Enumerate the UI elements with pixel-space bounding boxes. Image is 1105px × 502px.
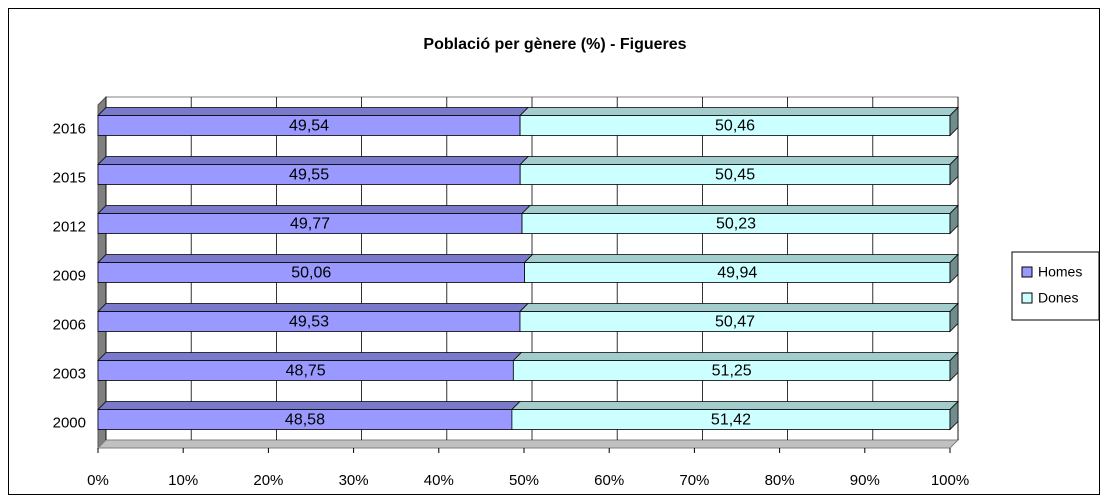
x-tick-label: 30%: [339, 472, 369, 489]
bar-end: [949, 400, 959, 431]
value-label: 50,23: [716, 216, 756, 233]
value-label: 49,54: [289, 118, 329, 135]
bar-top: [97, 303, 529, 312]
bar-top: [97, 254, 534, 263]
bar-top: [512, 352, 959, 361]
legend-swatch: [1021, 266, 1033, 278]
value-label: 50,06: [291, 265, 331, 282]
legend-label: Dones: [1038, 290, 1078, 306]
x-tick-label: 10%: [168, 472, 198, 489]
value-label: 51,25: [712, 363, 752, 380]
y-tick-label: 2015: [53, 169, 86, 186]
x-tick-label: 50%: [509, 472, 539, 489]
x-tick-label: 60%: [594, 472, 624, 489]
bar-top: [523, 254, 959, 263]
bar-top: [97, 352, 523, 361]
bar-end: [949, 253, 959, 284]
value-label: 48,58: [285, 412, 325, 429]
value-label: 49,77: [290, 216, 330, 233]
y-tick-label: 2006: [53, 316, 86, 333]
bar-top: [97, 107, 530, 116]
bar-top: [519, 156, 959, 165]
bar-end: [949, 155, 959, 186]
y-tick-label: 2016: [53, 120, 86, 137]
bar-top: [97, 401, 521, 410]
bar-top: [97, 205, 532, 214]
x-tick-label: 80%: [765, 472, 795, 489]
value-label: 49,53: [289, 314, 329, 331]
value-label: 49,94: [717, 265, 757, 282]
value-label: 49,55: [289, 167, 329, 184]
floor: [96, 439, 960, 449]
bar-top: [521, 205, 959, 214]
x-tick-label: 70%: [679, 472, 709, 489]
legend-swatch: [1021, 292, 1033, 304]
x-tick-label: 0%: [87, 472, 109, 489]
value-label: 48,75: [286, 363, 326, 380]
value-label: 50,45: [715, 167, 755, 184]
bar-end: [949, 351, 959, 382]
legend-box: [1011, 251, 1100, 321]
bar-top: [510, 401, 959, 410]
value-label: 51,42: [711, 412, 751, 429]
legend-label: Homes: [1038, 264, 1082, 280]
y-tick-label: 2009: [53, 267, 86, 284]
bar-top: [97, 156, 530, 165]
value-label: 50,46: [715, 118, 755, 135]
y-tick-label: 2003: [53, 365, 86, 382]
x-tick-label: 40%: [424, 472, 454, 489]
chart-title: Població per gènere (%) - Figueres: [423, 36, 686, 53]
y-tick-label: 2012: [53, 218, 86, 235]
bar-end: [949, 204, 959, 235]
x-tick-label: 20%: [253, 472, 283, 489]
bar-top: [519, 303, 959, 312]
x-tick-label: 100%: [931, 472, 969, 489]
bar-end: [949, 302, 959, 333]
y-tick-label: 2000: [53, 414, 86, 431]
bar-end: [949, 106, 959, 137]
bar-top: [519, 107, 959, 116]
value-label: 50,47: [715, 314, 755, 331]
x-tick-label: 90%: [850, 472, 880, 489]
